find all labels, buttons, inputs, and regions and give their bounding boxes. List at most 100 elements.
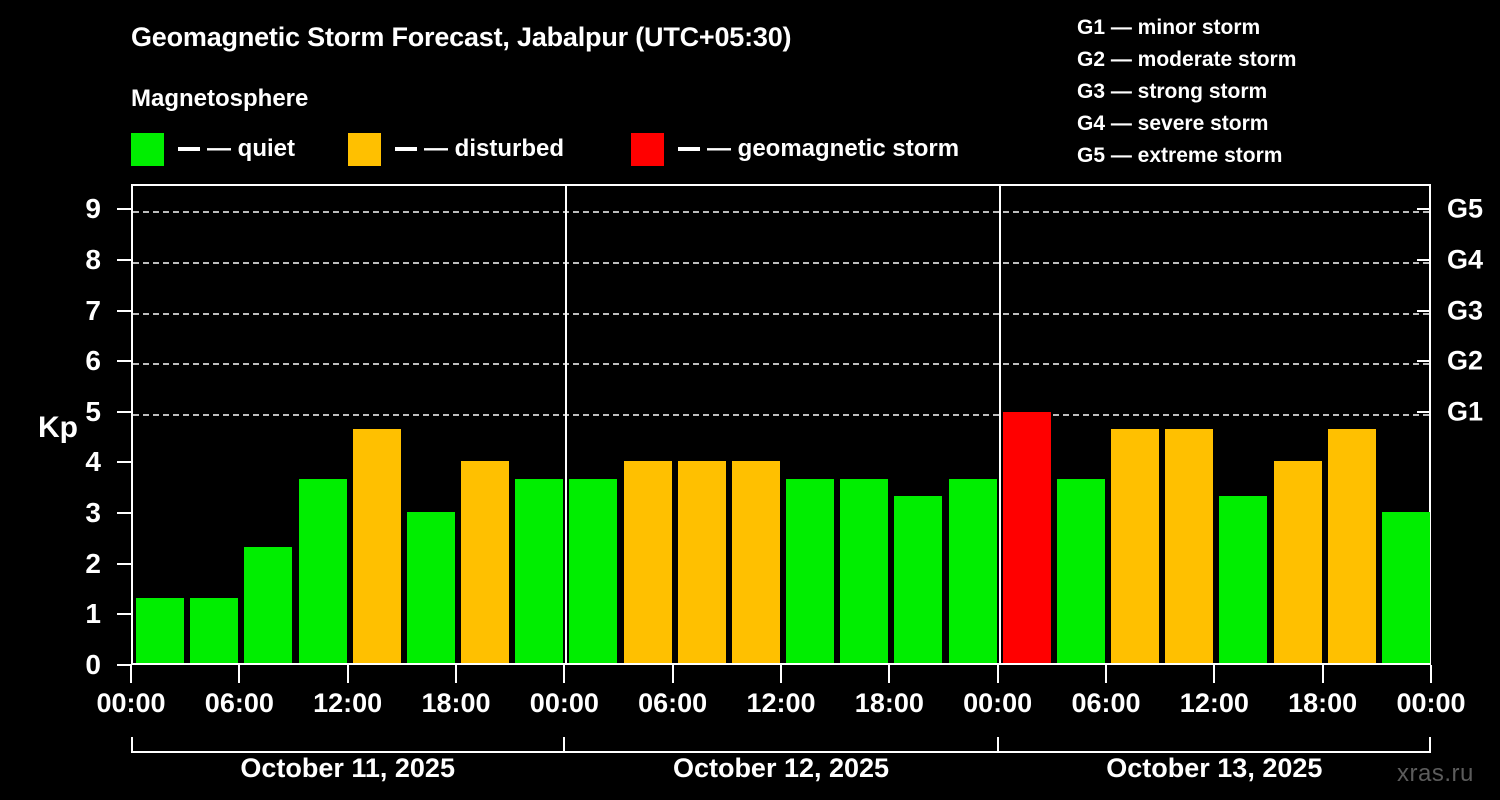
bar	[1219, 496, 1268, 665]
bar	[623, 460, 672, 665]
bar	[1056, 479, 1105, 665]
page-title: Geomagnetic Storm Forecast, Jabalpur (UT…	[131, 22, 792, 52]
legend-swatch-disturbed-icon	[348, 132, 381, 166]
x-tick-mark-9	[1105, 665, 1107, 683]
day-bracket	[131, 737, 1431, 753]
g-scale-row-4: G4 — severe storm	[1077, 112, 1269, 135]
g-scale-row-2: G2 — moderate storm	[1077, 48, 1297, 71]
gridline-kp-8	[133, 261, 1429, 264]
y-tick-label-4: 4	[85, 446, 101, 478]
y-tick-mark-5	[117, 410, 131, 413]
chart-subtitle: Magnetosphere	[131, 85, 309, 112]
bar	[352, 428, 401, 665]
x-tick-label-0: 00:00	[96, 688, 166, 718]
y-tick-label-1: 1	[85, 598, 101, 630]
bar	[190, 597, 239, 665]
g-tick-mark-G4	[1417, 258, 1431, 261]
bar	[1002, 411, 1051, 665]
legend-dash-icon	[178, 147, 200, 151]
x-tick-mark-0	[130, 665, 132, 683]
g-tick-mark-G5	[1417, 208, 1431, 211]
x-axis-line	[131, 663, 1431, 665]
y-tick-label-8: 8	[85, 243, 101, 275]
x-tick-label-11: 18:00	[1288, 688, 1358, 718]
bar	[1273, 460, 1322, 665]
x-tick-label-4: 00:00	[529, 688, 599, 718]
bar	[840, 479, 889, 665]
bar	[515, 479, 564, 665]
day-label-2: October 12, 2025	[672, 753, 890, 783]
x-tick-mark-4	[563, 665, 566, 683]
bar	[948, 479, 997, 665]
legend-item-quiet: — quiet	[131, 132, 295, 166]
y-tick-label-7: 7	[85, 294, 101, 326]
bar	[894, 496, 943, 665]
day-bracket-divider-1	[563, 737, 566, 753]
legend-label-quiet: — quiet	[207, 135, 295, 162]
y-tick-mark-0	[117, 664, 131, 666]
x-tick-label-2: 12:00	[313, 688, 383, 718]
bar	[677, 460, 726, 665]
y-tick-mark-7	[117, 309, 131, 312]
legend-swatch-storm-icon	[631, 132, 664, 166]
x-tick-mark-10	[1213, 665, 1216, 683]
x-tick-mark-12	[1430, 665, 1432, 683]
day-separator-2	[998, 186, 1001, 665]
x-tick-mark-7	[888, 665, 891, 683]
g-scale-legend: G1 — minor storm G2 — moderate storm G3 — …	[1077, 12, 1296, 172]
legend-dash-icon	[678, 147, 700, 151]
x-tick-label-9: 06:00	[1071, 688, 1141, 718]
x-tick-label-10: 12:00	[1179, 688, 1249, 718]
day-label-3: October 13, 2025	[1106, 753, 1323, 783]
legend-item-disturbed: — disturbed	[348, 132, 564, 166]
x-tick-mark-3	[455, 665, 457, 683]
x-tick-label-7: 18:00	[854, 688, 924, 718]
y-tick-mark-3	[117, 512, 131, 515]
g-tick-mark-G1	[1417, 410, 1431, 413]
legend-item-storm: — geomagnetic storm	[631, 132, 959, 166]
x-tick-mark-5	[671, 665, 674, 683]
gridline-kp-9	[133, 211, 1429, 214]
y-tick-mark-8	[117, 258, 131, 261]
x-tick-label-12: 00:00	[1396, 688, 1466, 718]
x-tick-label-1: 06:00	[204, 688, 274, 718]
legend-label-disturbed: — disturbed	[424, 135, 565, 162]
g-tick-label-G1: G1	[1447, 396, 1484, 427]
y-tick-label-0: 0	[85, 649, 101, 680]
y-tick-label-2: 2	[85, 547, 101, 579]
legend-label-storm: — geomagnetic storm	[707, 135, 960, 162]
y-tick-mark-4	[117, 461, 131, 464]
legend-swatch-quiet-icon	[131, 132, 164, 166]
bar	[1327, 428, 1376, 665]
y-tick-label-9: 9	[85, 193, 101, 225]
y-tick-label-3: 3	[85, 497, 101, 529]
y-tick-mark-6	[117, 360, 131, 363]
bar	[244, 547, 293, 665]
bar	[1381, 511, 1430, 665]
legend-dash-icon	[395, 147, 417, 151]
g-scale-row-1: G1 — minor storm	[1077, 16, 1261, 39]
x-tick-mark-11	[1321, 665, 1324, 683]
y-tick-mark-9	[117, 208, 131, 211]
y-axis-title: Kp	[38, 411, 78, 444]
g-scale-row-5: G5 — extreme storm	[1077, 144, 1283, 167]
g-tick-label-G5: G5	[1447, 193, 1484, 224]
bar	[1111, 428, 1160, 665]
g-tick-label-G2: G2	[1447, 345, 1484, 376]
g-tick-mark-G2	[1417, 360, 1431, 363]
bar	[136, 597, 185, 665]
g-tick-label-G3: G3	[1447, 295, 1484, 326]
y-tick-mark-1	[117, 613, 131, 616]
gridline-kp-6	[133, 363, 1429, 366]
day-separator-1	[565, 186, 568, 665]
bar	[1165, 428, 1214, 665]
g-tick-label-G4: G4	[1447, 244, 1484, 275]
y-tick-mark-2	[117, 562, 131, 565]
watermark: xras.ru	[1397, 760, 1474, 787]
x-tick-mark-8	[996, 665, 999, 683]
x-tick-label-8: 00:00	[963, 688, 1033, 718]
y-tick-label-5: 5	[85, 395, 101, 427]
x-tick-mark-1	[238, 665, 241, 683]
x-tick-mark-2	[346, 665, 349, 683]
